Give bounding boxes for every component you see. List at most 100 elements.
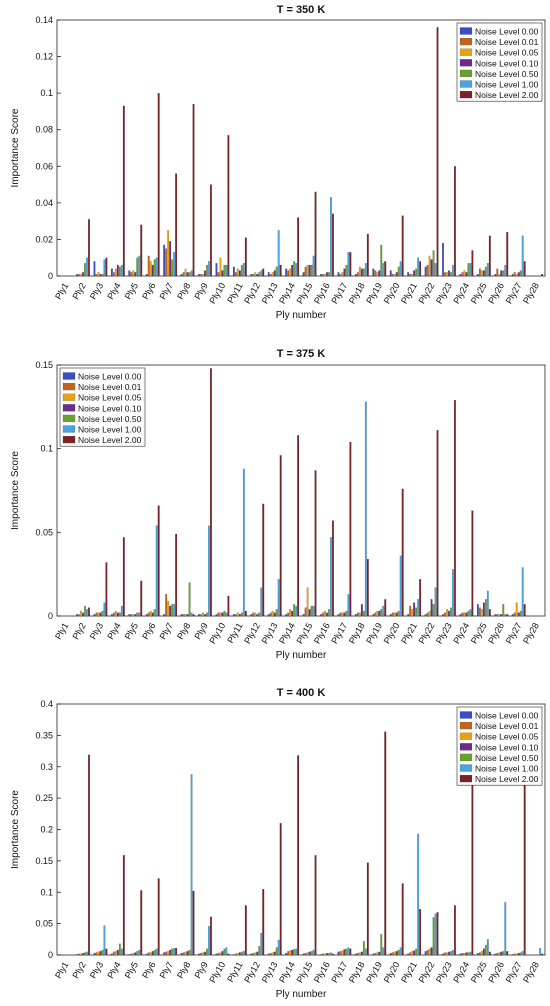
bar-ply27-series-4 [517,952,520,956]
bar-ply10-series-6 [225,947,228,956]
x-tick-label: Ply27 [504,960,524,984]
bar-ply23-series-3 [446,272,448,277]
bar-ply18-series-5 [362,610,365,617]
legend-swatch [62,372,76,380]
bar-ply23-series-2 [444,952,446,956]
x-tick-label: Ply13 [260,621,280,645]
bar-ply27-series-4 [517,612,520,617]
bar-ply27-series-3 [515,602,518,617]
bar-ply5-series-5 [136,612,139,617]
bar-ply20-series-6 [399,947,402,956]
bar-ply13-series-1 [267,953,270,956]
bar-ply7-series-1 [163,244,166,277]
bar-ply27-series-6 [521,235,524,277]
bar-ply9-series-2 [200,614,202,617]
bar-ply9-series-6 [208,261,210,277]
bar-ply2-series-6 [86,951,88,956]
bar-ply18-series-1 [354,614,357,617]
bar-ply17-series-6 [347,594,350,617]
bar-ply11-series-3 [236,612,239,617]
legend-entry: Noise Level 0.01 [475,721,539,731]
bar-ply16-series-2 [322,612,324,617]
bar-ply24-series-4 [465,272,468,277]
x-tick-label: Ply2 [70,960,87,980]
bar-ply24-series-6 [469,609,472,617]
legend-entry: Noise Level 2.00 [475,90,539,100]
bar-ply12-series-4 [256,951,259,956]
bar-ply21-series-3 [411,609,414,617]
bar-ply14-series-6 [295,948,298,956]
bar-ply21-series-2 [409,274,412,277]
bar-ply25-series-2 [478,952,481,956]
bar-ply20-series-4 [395,612,398,617]
bar-ply8-series-1 [180,614,183,617]
bar-ply22-series-2 [426,612,429,617]
bar-ply20-series-3 [393,951,396,956]
y-tick-label: 0.14 [35,15,53,25]
legend-entry: Noise Level 0.10 [475,742,539,752]
bar-ply22-series-5 [432,917,435,956]
bar-ply18-series-2 [356,272,359,277]
bar-ply18-series-5 [362,268,365,277]
bar-ply7-series-5 [171,604,174,617]
x-tick-label: Ply26 [486,960,506,984]
bar-ply21-series-3 [411,274,414,277]
bar-ply21-series-4 [413,950,416,956]
bar-ply8-series-1 [180,274,183,277]
bar-ply12-series-6 [260,587,263,617]
bar-ply8-series-3 [184,951,187,956]
bar-ply25-series-5 [484,599,487,617]
bar-ply16-series-4 [326,952,328,956]
x-tick-label: Ply6 [140,960,157,980]
bar-ply21-series-5 [415,268,418,277]
bar-ply3-series-6 [103,602,106,617]
y-tick-label: 0 [48,611,53,621]
bar-ply13-series-3 [271,610,274,617]
bar-ply2-series-1 [76,274,78,277]
bar-ply26-series-7 [506,951,509,956]
bar-ply23-series-1 [442,242,444,277]
bar-ply16-series-7 [331,953,334,956]
bar-ply18-series-3 [358,612,361,617]
bar-ply8-series-4 [186,951,189,956]
bar-ply5-series-3 [132,614,135,617]
x-tick-label: Ply22 [417,281,437,305]
bar-ply4-series-7 [122,105,125,277]
bar-ply22-series-4 [430,259,433,277]
x-tick-label: Ply18 [347,281,367,305]
x-tick-label: Ply17 [329,960,349,984]
bar-ply3-series-7 [105,948,108,956]
legend-swatch [459,774,473,783]
bar-ply24-series-1 [459,614,462,617]
bar-ply12-series-4 [256,274,259,277]
bar-ply17-series-7 [349,441,352,617]
bar-ply8-series-2 [182,614,185,617]
bar-ply4-series-7 [122,855,125,956]
x-tick-label: Ply24 [451,621,471,645]
legend-swatch [459,711,473,719]
bar-ply8-series-6 [190,270,193,277]
x-tick-label: Ply23 [434,281,454,305]
bar-ply27-series-2 [513,612,516,617]
bar-ply11-series-6 [242,468,245,617]
bar-ply14-series-7 [297,755,300,956]
bar-ply23-series-2 [444,612,446,617]
bar-ply27-series-3 [515,953,518,956]
bar-ply7-series-1 [163,614,166,617]
chart-title: T = 375 K [277,348,326,360]
bar-ply10-series-5 [223,264,226,277]
bar-ply13-series-4 [273,951,276,956]
bar-ply25-series-7 [488,609,491,617]
bar-ply14-series-1 [285,268,288,277]
bar-ply4-series-6 [120,264,123,277]
legend-entry: Noise Level 0.50 [475,69,539,79]
bar-ply23-series-4 [448,270,450,277]
bar-ply14-series-3 [289,268,292,277]
bar-ply17-series-1 [337,272,340,277]
x-tick-label: Ply25 [469,960,489,984]
bar-ply8-series-7 [192,890,195,956]
y-tick-label: 0.05 [35,919,53,929]
chart-panel-2: T = 375 K 0 0.05 0.1 0.15 Importance Score Ply… [10,348,546,661]
bar-ply3-series-4 [99,951,102,956]
